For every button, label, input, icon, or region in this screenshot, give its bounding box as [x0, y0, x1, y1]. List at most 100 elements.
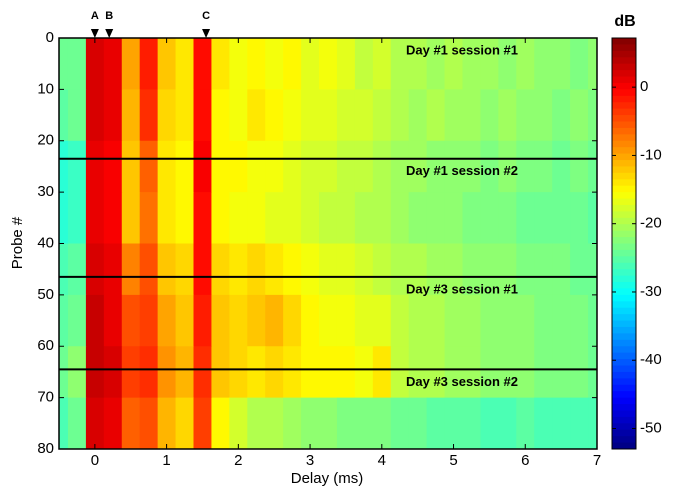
heatmap-cell — [534, 294, 553, 347]
heatmap-cell — [570, 192, 589, 244]
y-axis-label: Probe # — [9, 216, 26, 269]
overlay: Day #1 session #1 Day #1 session #2 Day #3… — [58, 37, 598, 450]
heatmap-cell — [139, 397, 159, 449]
heatmap-cell — [157, 346, 177, 399]
heatmap-cell — [426, 243, 446, 296]
heatmap-cell — [175, 192, 194, 244]
colorbar-swatch — [612, 95, 636, 103]
heatmap-cell — [59, 397, 69, 449]
heatmap-cell — [516, 397, 535, 449]
heatmap-cell — [354, 397, 374, 449]
heatmap-cell — [534, 192, 553, 244]
colorbar-swatch — [612, 108, 636, 116]
colorbar-swatch — [612, 153, 636, 161]
colorbar-swatch — [612, 262, 636, 270]
heatmap-cell — [570, 38, 589, 90]
heatmap-cell — [229, 346, 248, 399]
colorbar-swatch — [612, 63, 636, 71]
colorbar-swatch — [612, 185, 636, 193]
heatmap-cell — [390, 38, 410, 90]
heatmap-cell — [103, 38, 123, 90]
heatmap-cell — [534, 89, 553, 142]
heatmap-cell — [570, 397, 589, 449]
colorbar-swatch — [612, 224, 636, 232]
heatmap-cell — [301, 140, 320, 193]
heatmap-cell — [480, 89, 499, 142]
heatmap-cell — [67, 38, 87, 90]
heatmap-cell — [408, 38, 428, 90]
colorbar-swatch — [612, 256, 636, 264]
heatmap-cell — [121, 38, 141, 90]
heatmap-cell — [462, 294, 481, 347]
heatmap-cell — [534, 397, 553, 449]
heatmap-cell — [498, 192, 517, 244]
heatmap-cell — [139, 294, 159, 347]
heatmap-cell — [229, 89, 248, 142]
heatmap-cell — [390, 397, 410, 449]
heatmap-cell — [265, 294, 284, 347]
heatmap-cell — [426, 89, 446, 142]
heatmap-cell — [319, 397, 338, 449]
heatmap-cell — [570, 346, 589, 399]
colorbar-swatch — [612, 436, 636, 444]
colorbar-tick-label: -10 — [640, 146, 662, 163]
heatmap-cell — [139, 89, 159, 142]
heatmap-cell — [59, 140, 69, 193]
heatmap-cell — [462, 38, 481, 90]
x-axis-label: Delay (ms) — [291, 470, 364, 487]
heatmap-cell — [444, 140, 463, 193]
heatmap-cell — [301, 38, 320, 90]
heatmap-cell — [462, 243, 481, 296]
heatmap-cell — [498, 38, 517, 90]
colorbar-swatch — [612, 76, 636, 84]
marker-arrow — [90, 29, 99, 38]
heatmap-cell — [498, 89, 517, 142]
heatmap-cell — [85, 243, 105, 296]
colorbar-swatch — [612, 397, 636, 405]
y-tick-label: 0 — [46, 29, 54, 46]
x-tick-label: 3 — [306, 452, 314, 469]
heatmap-cell — [588, 192, 597, 244]
section-label: Day #1 session #2 — [406, 163, 518, 178]
heatmap-cell — [139, 38, 159, 90]
x-tick-label: 2 — [234, 452, 242, 469]
heatmap-cell — [265, 192, 284, 244]
heatmap-cell — [59, 294, 69, 347]
colorbar-swatch — [612, 326, 636, 334]
heatmap-cell — [588, 397, 597, 449]
heatmap-cell — [85, 192, 105, 244]
heatmap-cell — [462, 397, 481, 449]
heatmap-cell — [336, 140, 356, 193]
heatmap-cell — [283, 243, 302, 296]
heatmap-cell — [139, 192, 159, 244]
heatmap-cell — [247, 89, 266, 142]
colorbar-tick-label: -40 — [640, 351, 662, 368]
heatmap-cell — [283, 89, 302, 142]
colorbar-swatch — [612, 346, 636, 354]
heatmap-cell — [229, 192, 248, 244]
heatmap-cell — [498, 346, 517, 399]
colorbar-swatch — [612, 38, 636, 45]
heatmap-cell — [229, 294, 248, 347]
heatmap-cell — [408, 346, 428, 399]
heatmap-cell — [265, 38, 284, 90]
colorbar-swatch — [612, 147, 636, 155]
colorbar-swatch — [612, 269, 636, 277]
heatmap-cell — [175, 243, 194, 296]
heatmap-cell — [211, 294, 230, 347]
heatmap-cell — [247, 140, 266, 193]
colorbar-swatch — [612, 211, 636, 219]
colorbar-tick-label: -20 — [640, 215, 662, 232]
heatmap-cell — [193, 192, 212, 244]
marker-label: C — [202, 10, 210, 22]
heatmap-cell — [444, 243, 463, 296]
heatmap-cell — [534, 140, 553, 193]
heatmap-cell — [516, 140, 535, 193]
heatmap-cell — [59, 38, 69, 90]
heatmap-cell — [319, 243, 338, 296]
heatmap-cell — [480, 140, 499, 193]
x-tick-label: 0 — [91, 452, 99, 469]
heatmap-cell — [175, 294, 194, 347]
heatmap-cell — [480, 397, 499, 449]
heatmap-cell — [59, 346, 69, 399]
